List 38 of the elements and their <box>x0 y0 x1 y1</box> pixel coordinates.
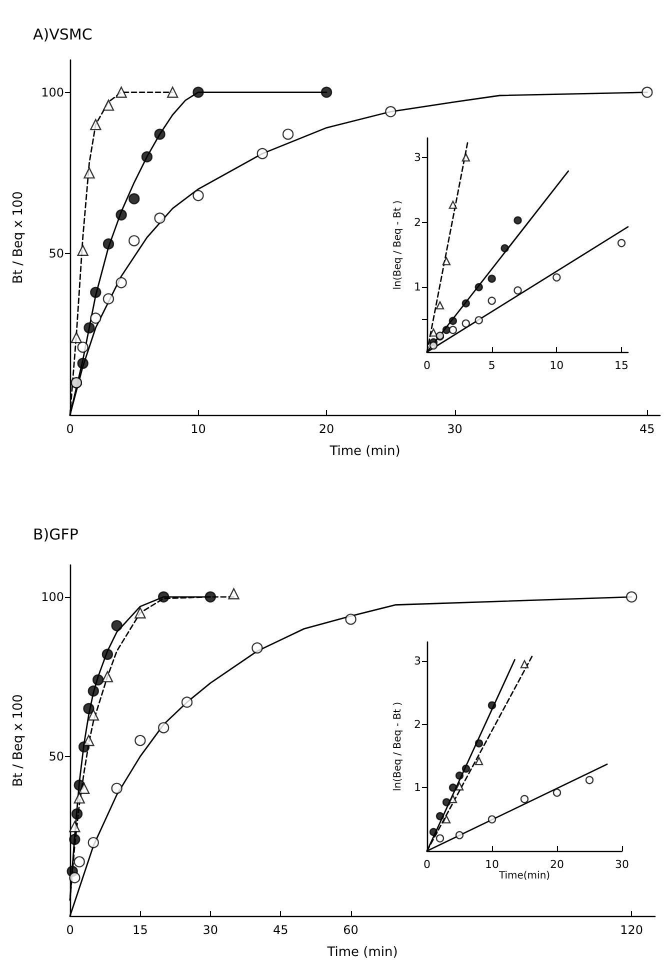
x-tick-label: 5 <box>488 359 496 372</box>
y-tick-label: 1 <box>414 781 421 794</box>
x-tick-label: 45 <box>640 422 655 436</box>
x-tick-label: 20 <box>318 422 334 436</box>
x-tick-label: 120 <box>620 923 644 937</box>
y-tick-label: 50 <box>48 749 64 764</box>
y-axis-title: ln(Beq / Beq - Bt ) <box>392 200 404 290</box>
y-tick-label: 1 <box>414 280 421 294</box>
x-tick-label: 10 <box>190 422 206 436</box>
x-tick-label: 30 <box>447 422 462 436</box>
x-tick-label: 15 <box>132 923 148 937</box>
y-tick-label: 3 <box>414 150 421 164</box>
y-tick-label: 50 <box>48 246 64 261</box>
x-tick-label: 15 <box>614 359 629 372</box>
y-axis-title: ln(Beq / Beq - Bt ) <box>392 702 404 792</box>
x-tick-label: 10 <box>550 359 564 372</box>
y-tick-label: 2 <box>414 718 421 731</box>
chart-title: A)VSMC <box>33 26 92 44</box>
y-axis-title: Bt / Beq x 100 <box>11 694 26 787</box>
y-tick-label: 100 <box>41 590 64 604</box>
x-tick-label: 0 <box>66 923 74 937</box>
y-tick-label: 3 <box>414 654 421 668</box>
x-tick-label: 60 <box>343 923 358 937</box>
y-tick-label: 2 <box>414 216 421 229</box>
x-tick-label: 30 <box>615 858 629 871</box>
x-axis-title: Time(min) <box>498 870 550 882</box>
chart-title: B)GFP <box>33 526 78 544</box>
x-axis-title: Time (min) <box>326 945 398 960</box>
x-axis-title: Time (min) <box>328 444 400 459</box>
x-tick-label: 20 <box>550 858 564 871</box>
x-tick-label: 30 <box>202 923 218 937</box>
x-tick-label: 10 <box>485 858 499 871</box>
x-tick-label: 0 <box>424 858 430 871</box>
x-tick-label: 0 <box>66 422 74 436</box>
x-tick-label: 0 <box>424 359 430 372</box>
y-tick-label: 100 <box>41 85 64 100</box>
x-tick-label: 45 <box>272 923 288 937</box>
y-axis-title: Bt / Beq x 100 <box>11 191 26 284</box>
